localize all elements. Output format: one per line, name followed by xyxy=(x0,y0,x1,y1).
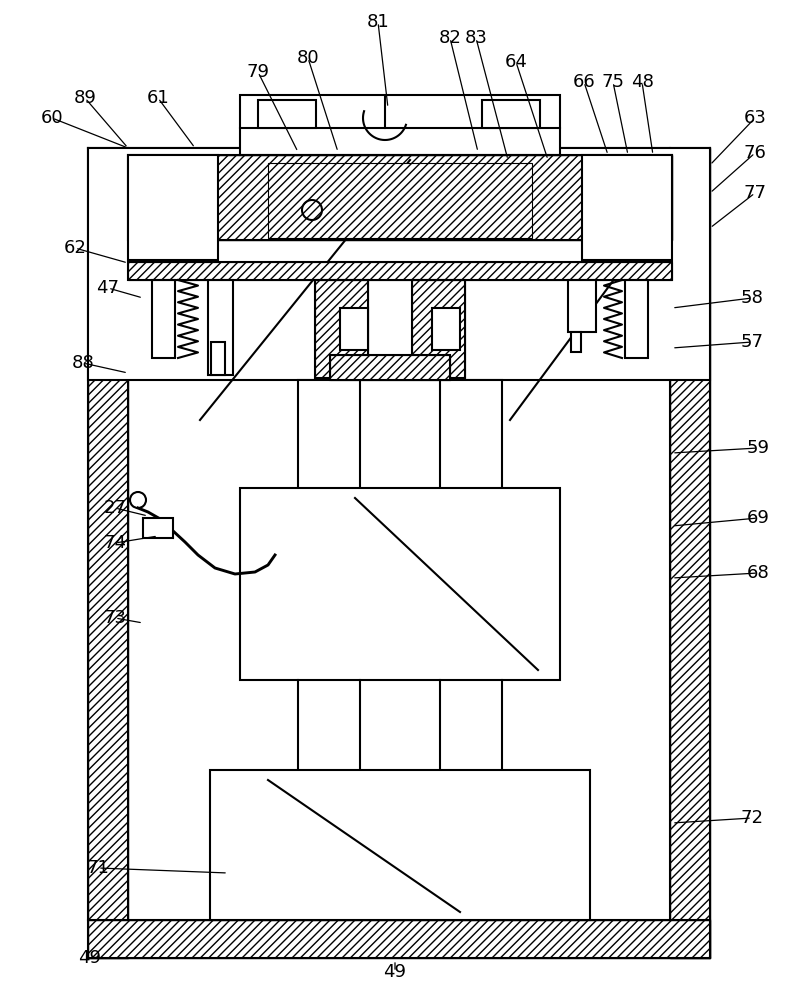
Text: 88: 88 xyxy=(72,354,95,372)
Text: 61: 61 xyxy=(146,89,170,107)
Bar xyxy=(482,100,540,128)
Bar xyxy=(152,280,175,358)
Bar xyxy=(571,332,581,352)
Bar xyxy=(88,148,710,380)
Bar xyxy=(128,262,672,280)
Text: 66: 66 xyxy=(573,73,595,91)
Bar xyxy=(340,308,368,350)
Bar xyxy=(210,770,590,920)
Text: 60: 60 xyxy=(40,109,63,127)
Bar xyxy=(412,280,465,378)
Bar xyxy=(128,155,672,240)
Bar xyxy=(412,280,465,378)
Bar xyxy=(432,308,460,350)
Bar xyxy=(240,95,560,155)
Text: 72: 72 xyxy=(740,809,764,827)
Text: 62: 62 xyxy=(64,239,86,257)
Text: 73: 73 xyxy=(103,609,127,627)
Text: 69: 69 xyxy=(747,509,769,527)
Bar xyxy=(88,148,128,958)
Bar xyxy=(240,488,560,680)
Bar xyxy=(315,280,368,378)
Text: 48: 48 xyxy=(630,73,654,91)
Text: 89: 89 xyxy=(74,89,96,107)
Bar xyxy=(268,163,532,238)
Bar xyxy=(315,280,368,378)
Text: 68: 68 xyxy=(747,564,769,582)
Text: 57: 57 xyxy=(740,333,764,351)
Bar xyxy=(211,342,225,375)
Bar xyxy=(330,355,450,380)
Text: 83: 83 xyxy=(465,29,487,47)
Bar xyxy=(568,280,596,332)
Bar xyxy=(128,155,218,260)
Bar xyxy=(88,920,710,958)
Bar xyxy=(208,280,233,375)
Text: 80: 80 xyxy=(297,49,319,67)
Text: 77: 77 xyxy=(743,184,767,202)
Text: 64: 64 xyxy=(504,53,528,71)
Text: 49: 49 xyxy=(78,949,102,967)
Bar xyxy=(330,355,450,380)
Text: 47: 47 xyxy=(96,279,120,297)
Bar xyxy=(440,380,502,500)
Text: 27: 27 xyxy=(103,499,127,517)
Bar xyxy=(298,380,360,500)
Bar xyxy=(128,262,672,280)
Text: 63: 63 xyxy=(743,109,767,127)
Text: 75: 75 xyxy=(601,73,625,91)
Text: 79: 79 xyxy=(246,63,270,81)
Text: 82: 82 xyxy=(439,29,461,47)
Text: 74: 74 xyxy=(103,534,127,552)
Text: 81: 81 xyxy=(367,13,389,31)
Bar xyxy=(582,155,672,260)
Bar xyxy=(128,155,672,240)
Text: 76: 76 xyxy=(743,144,767,162)
Bar xyxy=(670,148,710,958)
Text: 59: 59 xyxy=(747,439,769,457)
Text: 71: 71 xyxy=(86,859,109,877)
Text: 58: 58 xyxy=(741,289,764,307)
Text: 49: 49 xyxy=(384,963,406,981)
Bar xyxy=(143,518,173,538)
Bar xyxy=(258,100,316,128)
Bar xyxy=(625,280,648,358)
